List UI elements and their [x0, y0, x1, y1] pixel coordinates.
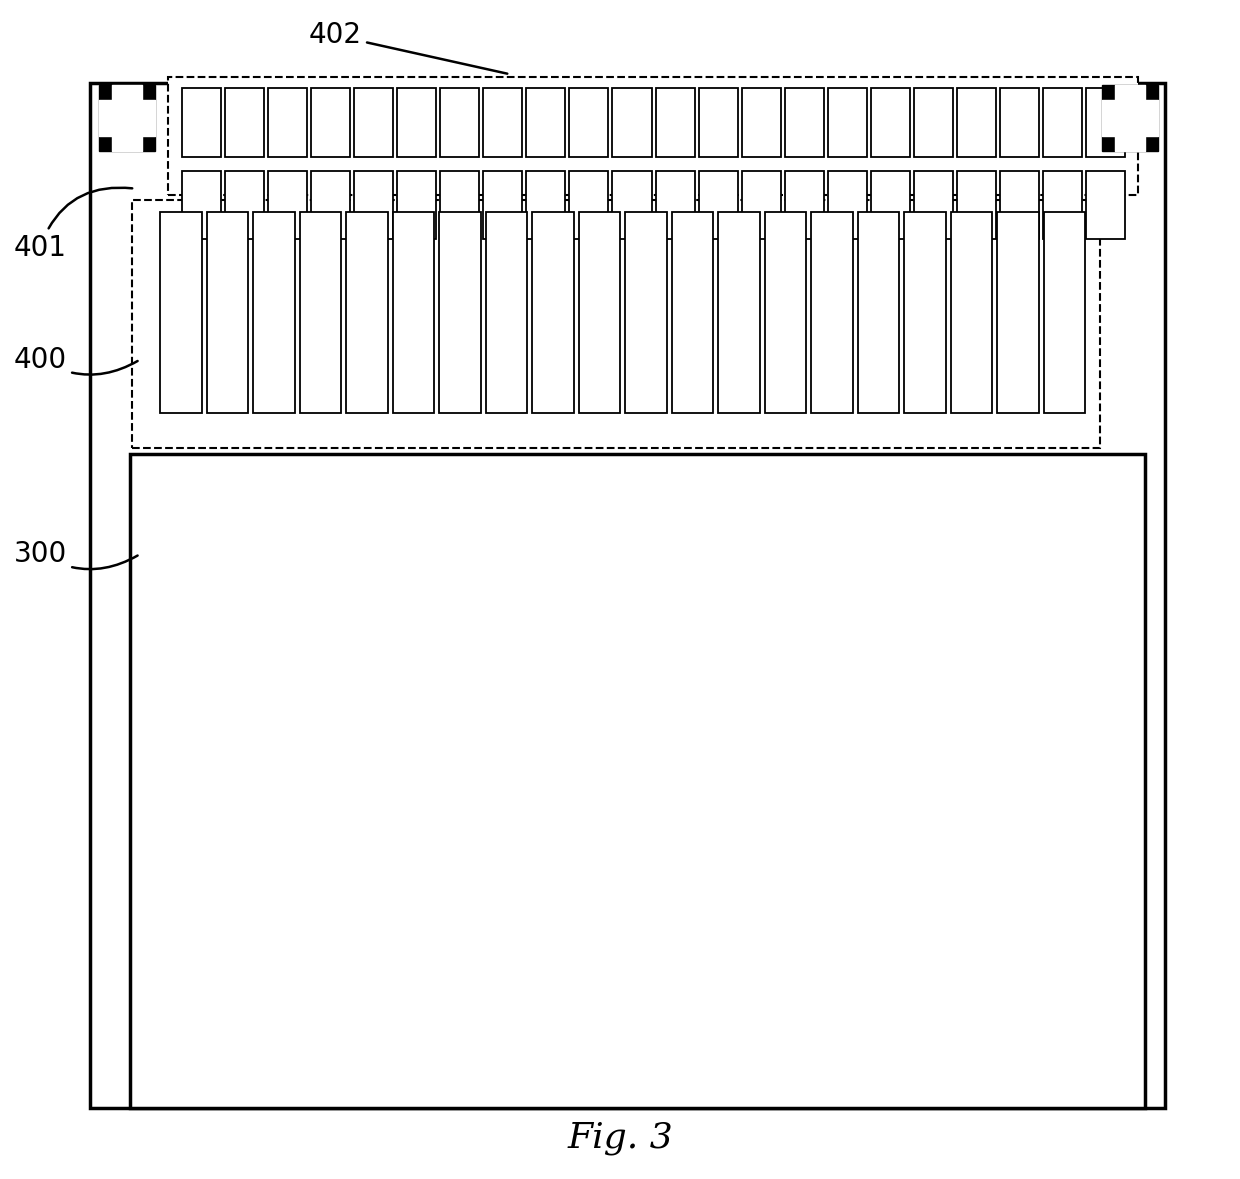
Bar [346, 212, 387, 413]
Bar [625, 212, 667, 413]
Text: 400: 400 [14, 345, 138, 375]
Bar [526, 171, 565, 239]
Bar [99, 85, 155, 151]
Bar [914, 88, 952, 157]
Text: 402: 402 [309, 21, 507, 73]
Bar [785, 88, 823, 157]
Bar [870, 171, 910, 239]
Bar [785, 171, 823, 239]
Bar [569, 171, 609, 239]
Bar [742, 88, 781, 157]
Bar [268, 88, 308, 157]
Bar [532, 212, 573, 413]
Text: Fig. 3: Fig. 3 [567, 1121, 673, 1155]
Bar [656, 88, 694, 157]
Bar [224, 171, 264, 239]
Bar [253, 212, 295, 413]
Bar [811, 212, 853, 413]
Bar [440, 171, 480, 239]
Bar [439, 212, 481, 413]
Text: 401: 401 [14, 187, 133, 262]
Bar [613, 88, 651, 157]
Bar [355, 171, 393, 239]
Bar [526, 88, 565, 157]
Bar [1102, 85, 1158, 151]
Bar [656, 171, 694, 239]
Bar [827, 171, 867, 239]
Bar [718, 212, 759, 413]
Bar [484, 171, 522, 239]
Bar [1043, 88, 1083, 157]
Bar [870, 88, 910, 157]
FancyBboxPatch shape [167, 77, 1138, 195]
Bar [484, 88, 522, 157]
Bar [613, 171, 651, 239]
Text: 300: 300 [14, 540, 138, 569]
Bar [393, 212, 434, 413]
Bar [1086, 171, 1125, 239]
Bar [997, 212, 1039, 413]
Bar [742, 171, 781, 239]
Bar [160, 212, 201, 413]
Bar [311, 171, 350, 239]
Bar [91, 83, 1166, 1108]
Bar [1044, 212, 1085, 413]
Bar [999, 171, 1039, 239]
Bar [224, 88, 264, 157]
Bar [130, 454, 1145, 1108]
Bar [300, 212, 341, 413]
Bar [999, 88, 1039, 157]
Bar [569, 88, 609, 157]
Bar [355, 88, 393, 157]
FancyBboxPatch shape [131, 200, 1100, 448]
Bar [904, 212, 945, 413]
Bar [1043, 171, 1083, 239]
Bar [858, 212, 899, 413]
Bar [268, 171, 308, 239]
Bar [765, 212, 806, 413]
Bar [579, 212, 620, 413]
Bar [182, 171, 221, 239]
Bar [957, 171, 996, 239]
Bar [207, 212, 248, 413]
Bar [182, 88, 221, 157]
Bar [311, 88, 350, 157]
Bar [951, 212, 992, 413]
Bar [957, 88, 996, 157]
Bar [1086, 88, 1125, 157]
Bar [698, 88, 738, 157]
Bar [397, 171, 436, 239]
Bar [827, 88, 867, 157]
Bar [440, 88, 480, 157]
Bar [698, 171, 738, 239]
Bar [397, 88, 436, 157]
Bar [486, 212, 527, 413]
Bar [672, 212, 713, 413]
Bar [914, 171, 952, 239]
